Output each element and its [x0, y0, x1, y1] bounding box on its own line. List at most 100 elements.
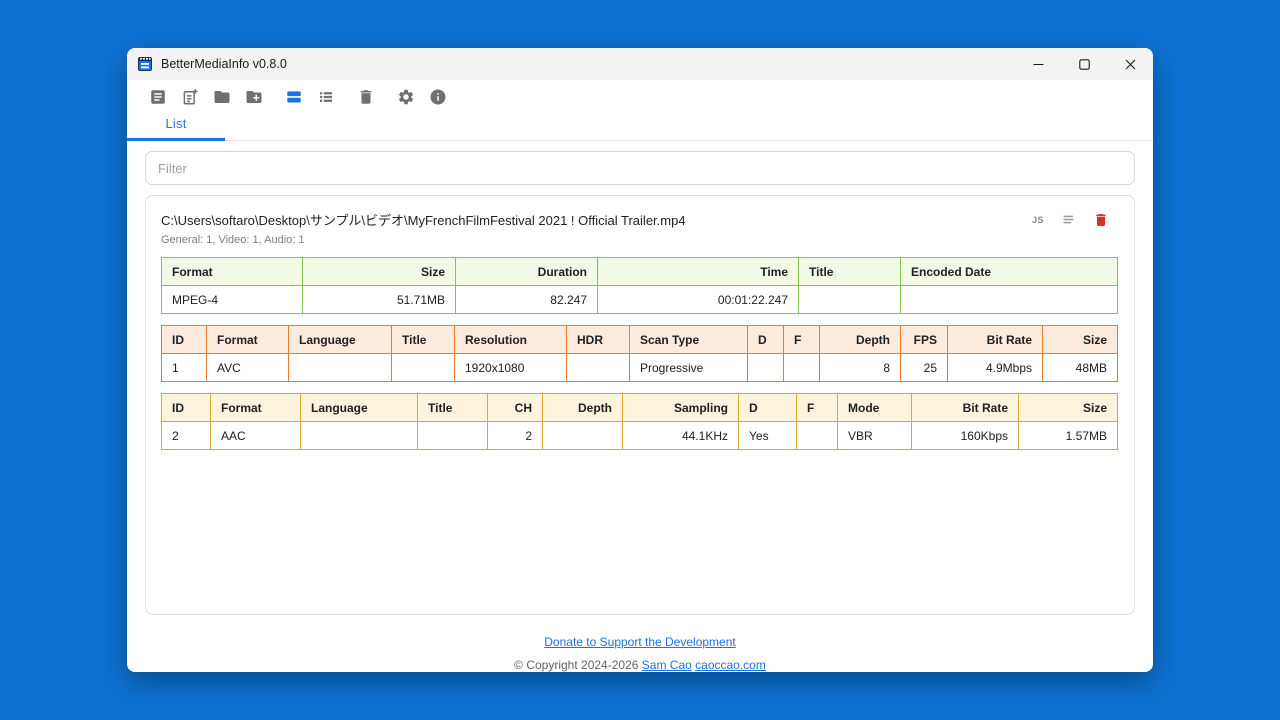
- general-table: Format Size Duration Time Title Encoded Date M…: [161, 257, 1118, 314]
- open-folder-button[interactable]: [213, 88, 231, 106]
- column-header: Title: [798, 257, 901, 286]
- add-file-button[interactable]: [181, 88, 199, 106]
- table-cell: [566, 353, 630, 382]
- table-header-row: ID Format Language Title Resolution HDR Scan T…: [161, 325, 1118, 354]
- minimize-button[interactable]: [1015, 48, 1061, 80]
- delete-file-button[interactable]: [1093, 212, 1109, 228]
- table-cell: [798, 285, 901, 314]
- table-header-row: ID Format Language Title CH Depth Sampling D F Mo…: [161, 393, 1118, 422]
- table-cell: 82.247: [455, 285, 598, 314]
- column-header: Language: [288, 325, 392, 354]
- close-icon: [1125, 59, 1135, 69]
- column-header: FPS: [900, 325, 948, 354]
- table-cell: 25: [900, 353, 948, 382]
- column-header: D: [738, 393, 797, 422]
- about-icon: [430, 89, 446, 105]
- detail-view-icon: [320, 92, 332, 102]
- table-cell: [783, 353, 820, 382]
- column-header: Size: [1042, 325, 1118, 354]
- column-header: Bit Rate: [947, 325, 1043, 354]
- table-cell: 1: [161, 353, 207, 382]
- file-card: C:\Users\softaro\Desktop\サンプル\ビデオ\MyFren…: [145, 195, 1135, 615]
- table-cell: 4.9Mbps: [947, 353, 1043, 382]
- column-header: Format: [161, 257, 303, 286]
- table-cell: Yes: [738, 421, 797, 450]
- list-view-button[interactable]: [285, 88, 303, 106]
- table-cell: 160Kbps: [911, 421, 1019, 450]
- stream-summary: General: 1, Video: 1, Audio: 1: [161, 234, 305, 246]
- column-header: Title: [417, 393, 488, 422]
- window-title: BetterMediaInfo v0.8.0: [161, 57, 287, 71]
- maximize-button[interactable]: [1061, 48, 1107, 80]
- column-header: Encoded Date: [900, 257, 1118, 286]
- column-header: HDR: [566, 325, 630, 354]
- column-header: D: [747, 325, 784, 354]
- table-cell: 1920x1080: [454, 353, 567, 382]
- minimize-icon: [1033, 63, 1043, 65]
- donate-link[interactable]: Donate to Support the Development: [544, 635, 736, 649]
- table-cell: [288, 353, 392, 382]
- audio-table: ID Format Language Title CH Depth Sampling D F Mo…: [161, 393, 1118, 450]
- site-link[interactable]: caoccao.com: [695, 658, 766, 672]
- column-header: CH: [487, 393, 543, 422]
- settings-button[interactable]: [397, 88, 415, 106]
- add-folder-icon: [246, 91, 262, 103]
- open-file-icon: [151, 90, 165, 104]
- table-header-row: Format Size Duration Time Title Encoded Date: [161, 257, 1118, 286]
- column-header: Time: [597, 257, 799, 286]
- details-icon: [1063, 215, 1074, 224]
- table-cell: 44.1KHz: [622, 421, 739, 450]
- export-json-button[interactable]: JS: [1032, 215, 1044, 225]
- video-table: ID Format Language Title Resolution HDR Scan T…: [161, 325, 1118, 382]
- settings-icon: [398, 89, 414, 105]
- add-folder-button[interactable]: [245, 88, 263, 106]
- table-cell: 2: [161, 421, 211, 450]
- table-cell: [417, 421, 488, 450]
- copyright: © Copyright 2024-2026 Sam Cao caoccao.co…: [127, 658, 1153, 672]
- copyright-text: © Copyright 2024-2026: [514, 658, 639, 672]
- column-header: Format: [206, 325, 289, 354]
- details-button[interactable]: [1061, 212, 1076, 227]
- column-header: Sampling: [622, 393, 739, 422]
- table-cell: 2: [487, 421, 543, 450]
- column-header: Bit Rate: [911, 393, 1019, 422]
- table-cell: MPEG-4: [161, 285, 303, 314]
- table-cell: [300, 421, 418, 450]
- file-path: C:\Users\softaro\Desktop\サンプル\ビデオ\MyFren…: [161, 213, 686, 228]
- table-row: MPEG-4 51.71MB 82.247 00:01:22.247: [161, 285, 1118, 314]
- table-cell: AVC: [206, 353, 289, 382]
- table-cell: 48MB: [1042, 353, 1118, 382]
- open-file-button[interactable]: [149, 88, 167, 106]
- column-header: Language: [300, 393, 418, 422]
- column-header: F: [796, 393, 838, 422]
- table-cell: [391, 353, 455, 382]
- table-cell: [900, 285, 1118, 314]
- table-cell: VBR: [837, 421, 912, 450]
- footer: Donate to Support the Development © Copy…: [127, 624, 1153, 672]
- list-view-icon: [287, 91, 301, 103]
- column-header: Depth: [542, 393, 623, 422]
- open-folder-icon: [214, 91, 230, 103]
- close-button[interactable]: [1107, 48, 1153, 80]
- clear-all-button[interactable]: [357, 88, 375, 106]
- column-header: Size: [302, 257, 456, 286]
- table-row: 1 AVC 1920x1080 Progressive 8 25 4.9Mbps 48MB: [161, 353, 1118, 382]
- tab-list[interactable]: List: [127, 110, 225, 141]
- tabbar: List: [127, 110, 1153, 141]
- add-file-icon: [183, 89, 198, 105]
- detail-view-button[interactable]: [317, 88, 335, 106]
- author-link[interactable]: Sam Cao: [641, 658, 692, 672]
- toolbar: [127, 80, 1153, 110]
- table-cell: 1.57MB: [1018, 421, 1118, 450]
- column-header: Resolution: [454, 325, 567, 354]
- column-header: Title: [391, 325, 455, 354]
- main-content: C:\Users\softaro\Desktop\サンプル\ビデオ\MyFren…: [127, 141, 1153, 624]
- filter-input[interactable]: [145, 151, 1135, 185]
- about-button[interactable]: [429, 88, 447, 106]
- titlebar[interactable]: BetterMediaInfo v0.8.0: [127, 48, 1153, 80]
- column-header: Depth: [819, 325, 901, 354]
- column-header: ID: [161, 393, 211, 422]
- table-cell: [796, 421, 838, 450]
- column-header: Scan Type: [629, 325, 748, 354]
- table-cell: 00:01:22.247: [597, 285, 799, 314]
